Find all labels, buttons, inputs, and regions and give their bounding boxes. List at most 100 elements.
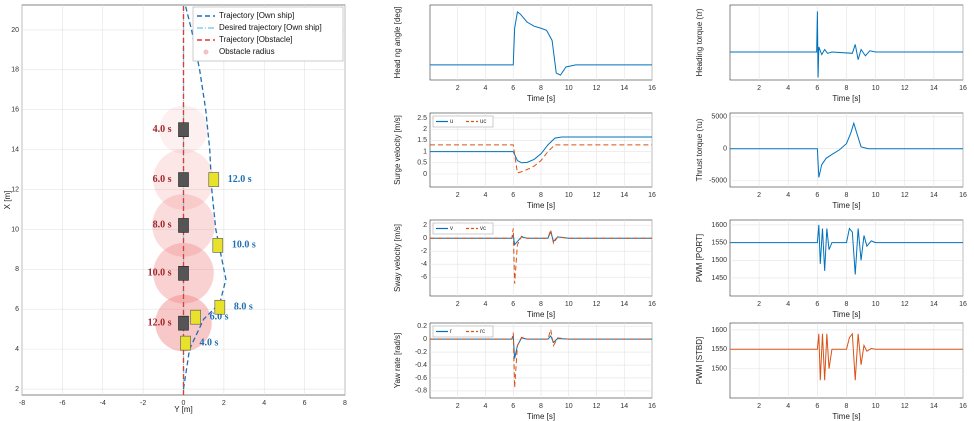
x-tick-label: 16: [648, 85, 656, 92]
x-tick-label: 12: [901, 192, 909, 199]
x-tick-label: 4: [786, 301, 790, 308]
x-tick-label: 10: [565, 301, 573, 308]
y-tick-label: 2: [423, 126, 427, 133]
y-axis-label: Yaw rate [rad/s]: [393, 333, 402, 388]
y-tick-label: 18: [11, 67, 19, 74]
y-tick-label: 1500: [711, 365, 727, 372]
plot-content: [730, 11, 963, 78]
x-axis-label: Time [s]: [527, 94, 555, 103]
x-tick-label: 12: [593, 192, 601, 199]
data-line: [430, 329, 652, 388]
plot-content: [730, 224, 963, 275]
y-tick-label: 14: [11, 146, 19, 153]
x-tick-label: 4: [484, 403, 488, 410]
legend-label: vc: [480, 226, 486, 232]
plot-content: [730, 332, 963, 381]
y-tick-label: 2.5: [417, 115, 427, 122]
x-tick-label: 12: [901, 85, 909, 92]
obstacle-time-label: 8.0 s: [153, 220, 172, 231]
x-axis-label: Y [m]: [174, 405, 193, 414]
y-axis-label: Heading torque (τr): [695, 8, 704, 76]
plot-content: [430, 136, 652, 174]
x-tick-label: 12: [593, 301, 601, 308]
y-tick-label: 0.5: [417, 160, 427, 167]
data-line: [430, 227, 652, 284]
x-tick-label: 10: [565, 192, 573, 199]
data-line: [182, 5, 227, 390]
legend-box: [192, 6, 344, 62]
legend-label: rc: [480, 329, 485, 335]
obstacle-time-label: 6.0 s: [153, 174, 172, 185]
data-line: [730, 332, 963, 381]
y-tick-label: 6: [15, 306, 19, 313]
legend-swatch: [203, 49, 209, 55]
x-tick-label: 4: [484, 301, 488, 308]
x-tick-label: 14: [930, 301, 938, 308]
x-axis-label: Time [s]: [832, 310, 860, 319]
x-tick-label: 12: [593, 85, 601, 92]
y-tick-label: -0.2: [415, 349, 427, 356]
y-tick-label: 1600: [711, 222, 727, 229]
x-tick-label: 10: [872, 403, 880, 410]
x-tick-label: 4: [484, 192, 488, 199]
x-tick-label: 16: [959, 403, 967, 410]
x-tick-label: 14: [930, 192, 938, 199]
x-tick-label: 6: [511, 301, 515, 308]
obstacle-time-label: 10.0 s: [148, 268, 172, 279]
y-tick-label: 0.2: [417, 323, 427, 330]
x-axis-label: Time [s]: [832, 94, 860, 103]
x-tick-label: 8: [845, 403, 849, 410]
x-tick-label: 6: [815, 192, 819, 199]
x-tick-label: 8: [845, 85, 849, 92]
obstacle-ship: [178, 218, 189, 233]
x-tick-label: 8: [845, 192, 849, 199]
y-tick-label: 1.5: [417, 137, 427, 144]
y-tick-label: -2: [421, 248, 427, 255]
x-tick-label: 4: [484, 85, 488, 92]
own-ship-time-label: 12.0 s: [228, 174, 252, 185]
x-tick-label: 10: [872, 192, 880, 199]
x-tick-label: 10: [565, 403, 573, 410]
x-tick-label: 14: [620, 301, 628, 308]
x-tick-label: 2: [757, 403, 761, 410]
legend-label: u: [450, 119, 453, 125]
y-tick-label: 4: [15, 346, 19, 353]
plot-content: [430, 329, 652, 388]
y-tick-label: 0: [423, 171, 427, 178]
y-axis-label: X [m]: [3, 191, 12, 210]
x-tick-label: 8: [539, 403, 543, 410]
x-axis-label: Time [s]: [832, 412, 860, 421]
x-tick-label: 2: [757, 85, 761, 92]
x-tick-label: 2: [456, 192, 460, 199]
x-tick-label: 4: [786, 403, 790, 410]
x-tick-label: 8: [539, 85, 543, 92]
x-tick-label: 12: [901, 301, 909, 308]
legend-label: Trajectory [Obstacle]: [219, 35, 293, 44]
y-axis-label: PWM [PORT]: [695, 234, 704, 282]
legend-label: r: [450, 329, 452, 335]
obstacle-ship: [178, 266, 189, 281]
x-axis-label: Time [s]: [832, 201, 860, 210]
x-tick-label: -2: [140, 400, 146, 407]
x-tick-label: -8: [19, 400, 25, 407]
y-axis-label: Head ng angle [deg]: [393, 6, 402, 78]
y-tick-label: 10: [11, 226, 19, 233]
y-tick-label: 12: [11, 186, 19, 193]
plot-content: [430, 227, 652, 284]
x-tick-label: 6: [815, 403, 819, 410]
x-tick-label: 10: [872, 301, 880, 308]
x-tick-label: 2: [456, 85, 460, 92]
data-line: [430, 11, 652, 76]
plot-content: [430, 11, 652, 76]
data-line: [430, 144, 652, 174]
x-axis-label: Time [s]: [527, 310, 555, 319]
own-ship-time-label: 6.0 s: [210, 311, 229, 322]
x-axis-label: Time [s]: [527, 412, 555, 421]
x-tick-label: -6: [59, 400, 65, 407]
y-tick-label: 0: [723, 146, 727, 153]
x-tick-label: 2: [222, 400, 226, 407]
y-tick-label: 1550: [711, 346, 727, 353]
x-tick-label: 8: [539, 301, 543, 308]
obstacle-ship: [178, 172, 189, 187]
